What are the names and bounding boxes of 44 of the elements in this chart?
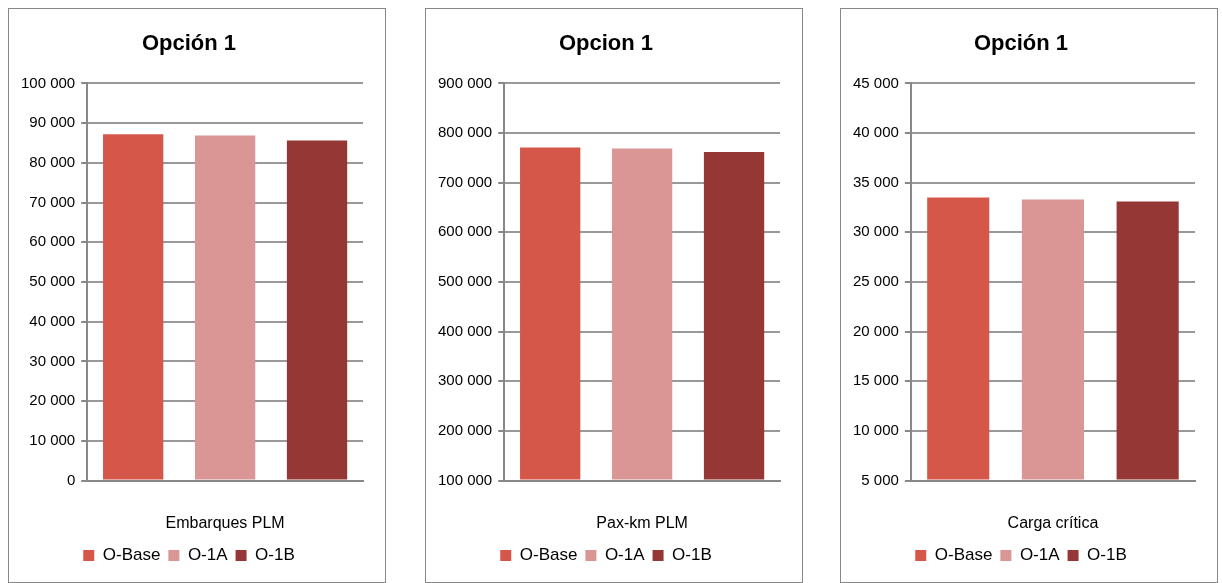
y-tick-label: 100 000 (20, 73, 76, 91)
y-tick-label: 40 000 (29, 311, 76, 329)
y-tick-label: 300 000 (437, 371, 493, 389)
legend-label: O-1A (1019, 545, 1061, 565)
y-tick-label: 30 000 (29, 351, 76, 369)
y-tick-label: 90 000 (29, 113, 76, 131)
y-tick-label: 900 000 (437, 73, 493, 91)
y-tick-label: 20 000 (852, 321, 899, 339)
y-tick-label: 5 000 (861, 470, 899, 488)
y-tick-label: 500 000 (437, 272, 493, 290)
legend-label: O-Base (934, 545, 993, 565)
y-tick-label: 50 000 (29, 272, 76, 290)
y-tick-label: 800 000 (437, 123, 493, 141)
y-tick-label: 10 000 (852, 421, 899, 439)
x-axis-title: Carga crítica (1007, 513, 1099, 531)
chart-title: Opción 1 (141, 30, 237, 56)
y-tick-label: 25 000 (852, 272, 899, 290)
y-tick-label: 60 000 (29, 232, 76, 250)
legend-label: O-1B (672, 545, 712, 565)
y-tick-label: 80 000 (29, 152, 76, 170)
y-tick-label: 600 000 (437, 222, 493, 240)
y-tick-label: 20 000 (29, 391, 76, 409)
x-axis-title: Embarques PLM (165, 513, 285, 531)
legend-label: O-1B (255, 545, 295, 565)
x-axis-title: Pax-km PLM (596, 513, 688, 531)
y-tick-label: 400 000 (437, 321, 493, 339)
y-tick-label: 0 (66, 470, 76, 488)
legend-label: O-Base (519, 545, 578, 565)
chart-title: Opcion 1 (558, 30, 654, 56)
chart-title: Opción 1 (973, 30, 1069, 56)
legend-label: O-1B (1087, 545, 1127, 565)
y-tick-label: 200 000 (437, 421, 493, 439)
y-tick-label: 700 000 (437, 172, 493, 190)
legend-label: O-1A (187, 545, 229, 565)
legend-label: O-Base (102, 545, 161, 565)
y-tick-label: 15 000 (852, 371, 899, 389)
y-tick-label: 40 000 (852, 123, 899, 141)
y-tick-label: 45 000 (852, 73, 899, 91)
y-tick-label: 100 000 (437, 470, 493, 488)
y-tick-label: 30 000 (852, 222, 899, 240)
y-tick-label: 70 000 (29, 192, 76, 210)
y-tick-label: 10 000 (29, 431, 76, 449)
y-tick-label: 35 000 (852, 172, 899, 190)
legend-label: O-1A (604, 545, 646, 565)
